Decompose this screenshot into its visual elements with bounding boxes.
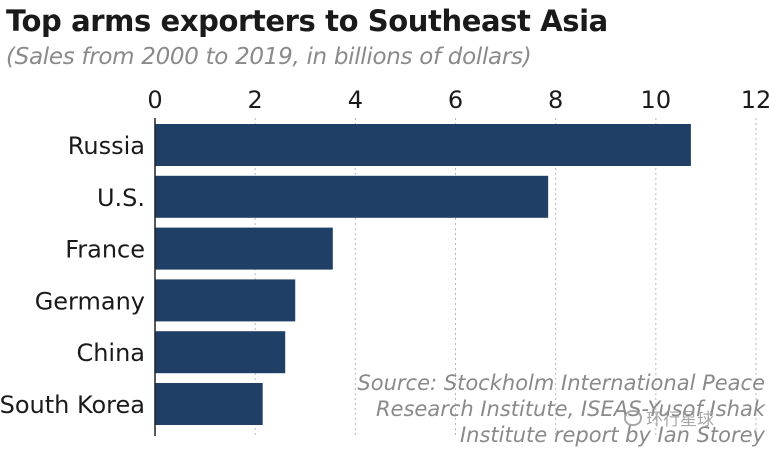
x-tick-label: 8 bbox=[548, 86, 563, 114]
bar-russia bbox=[155, 124, 691, 166]
chart-title: Top arms exporters to Southeast Asia bbox=[6, 4, 608, 38]
category-labels: Russia U.S. France Germany China South Korea bbox=[0, 132, 145, 419]
bar-u-s bbox=[155, 175, 549, 218]
x-tick-label: 6 bbox=[448, 86, 463, 114]
source-note: Source: Stockholm International Peace Re… bbox=[357, 370, 765, 448]
chart-subtitle: (Sales from 2000 to 2019, in billions of… bbox=[6, 44, 532, 70]
chat-bubble-icon bbox=[624, 409, 642, 426]
x-tick-label: 0 bbox=[147, 86, 162, 114]
source-line: Source: Stockholm International Peace bbox=[357, 371, 765, 395]
x-tick-label: 4 bbox=[348, 86, 363, 114]
bars bbox=[155, 124, 691, 425]
bar-france bbox=[155, 227, 333, 270]
bar-china bbox=[155, 331, 286, 374]
category-label: China bbox=[76, 339, 145, 367]
bar-germany bbox=[155, 279, 296, 322]
category-label: Russia bbox=[68, 132, 145, 160]
category-label: U.S. bbox=[97, 184, 145, 212]
watermark-text: 环行星球 bbox=[646, 410, 714, 429]
source-line: Institute report by Ian Storey bbox=[459, 423, 765, 447]
x-tick-label: 10 bbox=[641, 86, 672, 114]
x-axis-ticks: 0 2 4 6 8 10 12 bbox=[147, 86, 769, 114]
category-label: South Korea bbox=[0, 391, 145, 419]
source-line: Research Institute, ISEAS-Yusof Ishak bbox=[375, 397, 765, 421]
category-label: France bbox=[65, 236, 145, 264]
bar-south-korea bbox=[155, 383, 263, 425]
watermark: 环行星球 bbox=[624, 405, 714, 430]
x-tick-label: 12 bbox=[741, 86, 769, 114]
x-tick-label: 2 bbox=[248, 86, 263, 114]
category-label: Germany bbox=[35, 287, 145, 315]
